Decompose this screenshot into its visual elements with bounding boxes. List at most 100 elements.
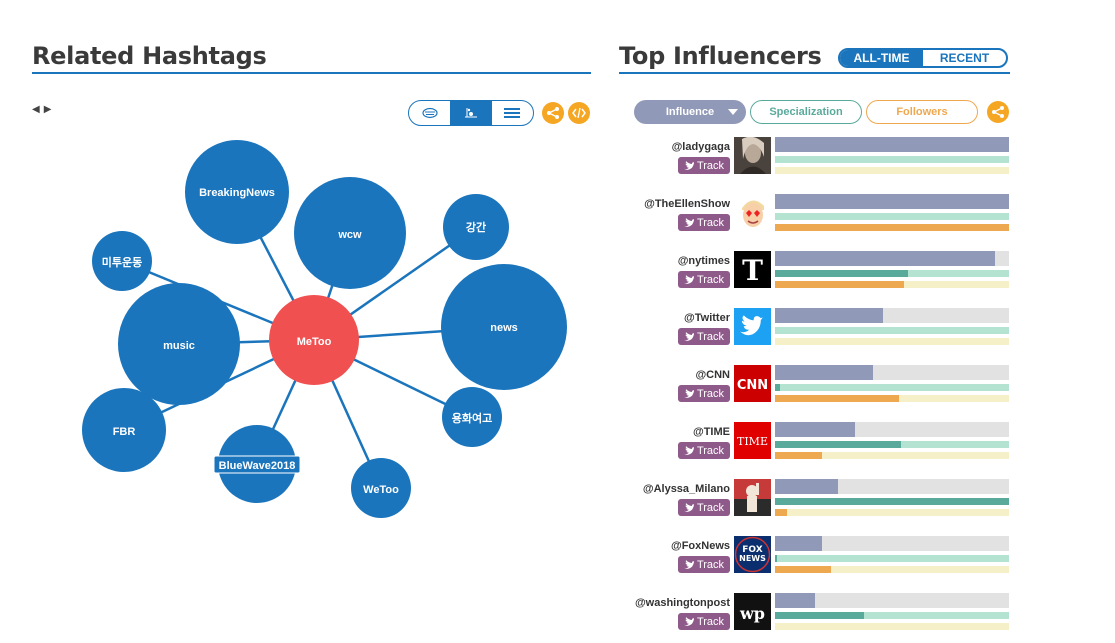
twitter-bird-icon	[683, 332, 694, 341]
track-button[interactable]: Track	[678, 556, 730, 573]
track-button[interactable]: Track	[678, 385, 730, 402]
twitter-bird-icon	[683, 617, 694, 626]
influencers-share-button[interactable]	[987, 101, 1009, 123]
influencer-row: @Twitter Track	[600, 308, 1015, 358]
influence-bar-fill	[775, 137, 1009, 152]
influence-bar-fill	[775, 479, 839, 494]
hashtag-label: 강간	[466, 220, 486, 234]
specialization-bar	[775, 612, 1009, 619]
all-time-button[interactable]: ALL-TIME	[840, 50, 923, 66]
followers-bar	[775, 452, 1009, 459]
list-view-button[interactable]	[492, 101, 533, 125]
followers-bar-fill	[775, 395, 900, 402]
track-label: Track	[696, 615, 725, 628]
influencer-row: @nytimes Track T	[600, 251, 1015, 301]
center-hashtag-node[interactable]	[269, 295, 359, 385]
nytimes-logo[interactable]: T	[734, 251, 771, 288]
hashtag-label: WeToo	[363, 484, 399, 496]
hashtag-node[interactable]	[92, 231, 152, 291]
followers-bar-fill	[775, 281, 904, 288]
specialization-bar	[775, 270, 1009, 277]
hashtag-node[interactable]	[294, 177, 406, 289]
ellen-avatar[interactable]	[734, 194, 771, 231]
specialization-bar-fill	[775, 498, 1009, 505]
hashtag-node[interactable]	[351, 458, 411, 518]
specialization-bar	[775, 441, 1009, 448]
hashtag-node[interactable]	[118, 283, 240, 405]
influencer-handle[interactable]: @FoxNews	[670, 540, 730, 552]
hashtag-node[interactable]	[443, 194, 509, 260]
influence-sort-dropdown[interactable]: Influence	[634, 100, 746, 124]
influencer-handle[interactable]: @washingtonpost	[634, 597, 730, 609]
time-logo[interactable]: TIME	[734, 422, 771, 459]
specialization-bar-fill	[775, 441, 902, 448]
hashtag-label: BreakingNews	[199, 187, 275, 199]
network-view-button[interactable]	[450, 101, 492, 125]
influencer-handle[interactable]: @ladygaga	[671, 141, 730, 153]
influencer-handle[interactable]: @TIME	[692, 426, 730, 438]
track-label: Track	[696, 216, 725, 229]
track-button[interactable]: Track	[678, 328, 730, 345]
next-arrow-icon[interactable]: ▶	[43, 104, 56, 115]
hashtag-node[interactable]	[442, 387, 502, 447]
followers-sort-label: Followers	[896, 106, 948, 118]
hashtag-label: BlueWave2018	[219, 460, 296, 472]
prev-arrow-icon[interactable]: ◀	[32, 104, 44, 115]
twitter-bird-icon	[683, 218, 694, 227]
followers-sort-button[interactable]: Followers	[866, 100, 978, 124]
hashtag-node[interactable]	[441, 264, 567, 390]
track-button[interactable]: Track	[678, 613, 730, 630]
influencer-handle[interactable]: @Twitter	[684, 312, 730, 324]
twitter-bird-icon	[683, 446, 694, 455]
followers-bar-fill	[775, 452, 822, 459]
track-button[interactable]: Track	[678, 214, 730, 231]
influencer-row: @CNN Track CNN	[600, 365, 1015, 415]
washingtonpost-logo[interactable]: wp	[734, 593, 771, 630]
related-hashtags-title: Related Hashtags	[32, 42, 267, 70]
influence-bar	[775, 137, 1009, 152]
share-icon	[547, 107, 559, 119]
followers-bar-fill	[775, 224, 1009, 231]
hashtag-network-graph: BreakingNews wcw 강간 미투운동 music news FBR …	[82, 140, 567, 518]
track-button[interactable]: Track	[678, 442, 730, 459]
influence-bar-fill	[775, 251, 995, 266]
specialization-bar-fill	[775, 384, 780, 391]
svg-text:FOX: FOX	[742, 545, 762, 555]
specialization-bar-fill	[775, 270, 909, 277]
influencer-handle[interactable]: @TheEllenShow	[644, 198, 730, 210]
influence-bar	[775, 308, 1009, 323]
hashtag-label: wcw	[337, 229, 362, 241]
hashtag-node[interactable]	[82, 388, 166, 472]
title-underline	[32, 72, 591, 74]
ladygaga-avatar[interactable]	[734, 137, 771, 174]
svg-text:TIME: TIME	[737, 435, 768, 448]
svg-text:CNN: CNN	[737, 378, 768, 393]
specialization-bar	[775, 213, 1009, 220]
track-button[interactable]: Track	[678, 271, 730, 288]
influencer-handle[interactable]: @nytimes	[677, 255, 730, 267]
twitter-logo[interactable]	[734, 308, 771, 345]
influencer-handle[interactable]: @CNN	[695, 369, 730, 381]
followers-bar	[775, 509, 1009, 516]
cloud-view-button[interactable]	[409, 101, 450, 125]
specialization-sort-button[interactable]: Specialization	[750, 100, 862, 124]
share-button[interactable]	[542, 102, 564, 124]
svg-text:NEWS: NEWS	[739, 554, 766, 563]
followers-bar	[775, 224, 1009, 231]
influence-bar-fill	[775, 194, 1009, 209]
recent-button[interactable]: RECENT	[939, 51, 990, 65]
embed-button[interactable]	[568, 102, 590, 124]
cnn-logo[interactable]: CNN	[734, 365, 771, 402]
track-button[interactable]: Track	[678, 499, 730, 516]
influence-bar	[775, 251, 1009, 266]
share-icon	[992, 106, 1004, 118]
track-label: Track	[696, 558, 725, 571]
followers-bar	[775, 566, 1009, 573]
code-icon	[572, 107, 586, 119]
influencer-handle[interactable]: @Alyssa_Milano	[642, 483, 730, 495]
foxnews-logo[interactable]: FOX NEWS	[734, 536, 771, 573]
alyssa-avatar[interactable]	[734, 479, 771, 516]
hashtag-node[interactable]	[185, 140, 289, 244]
influencer-row: @ladygaga Track	[600, 137, 1015, 187]
track-button[interactable]: Track	[678, 157, 730, 174]
